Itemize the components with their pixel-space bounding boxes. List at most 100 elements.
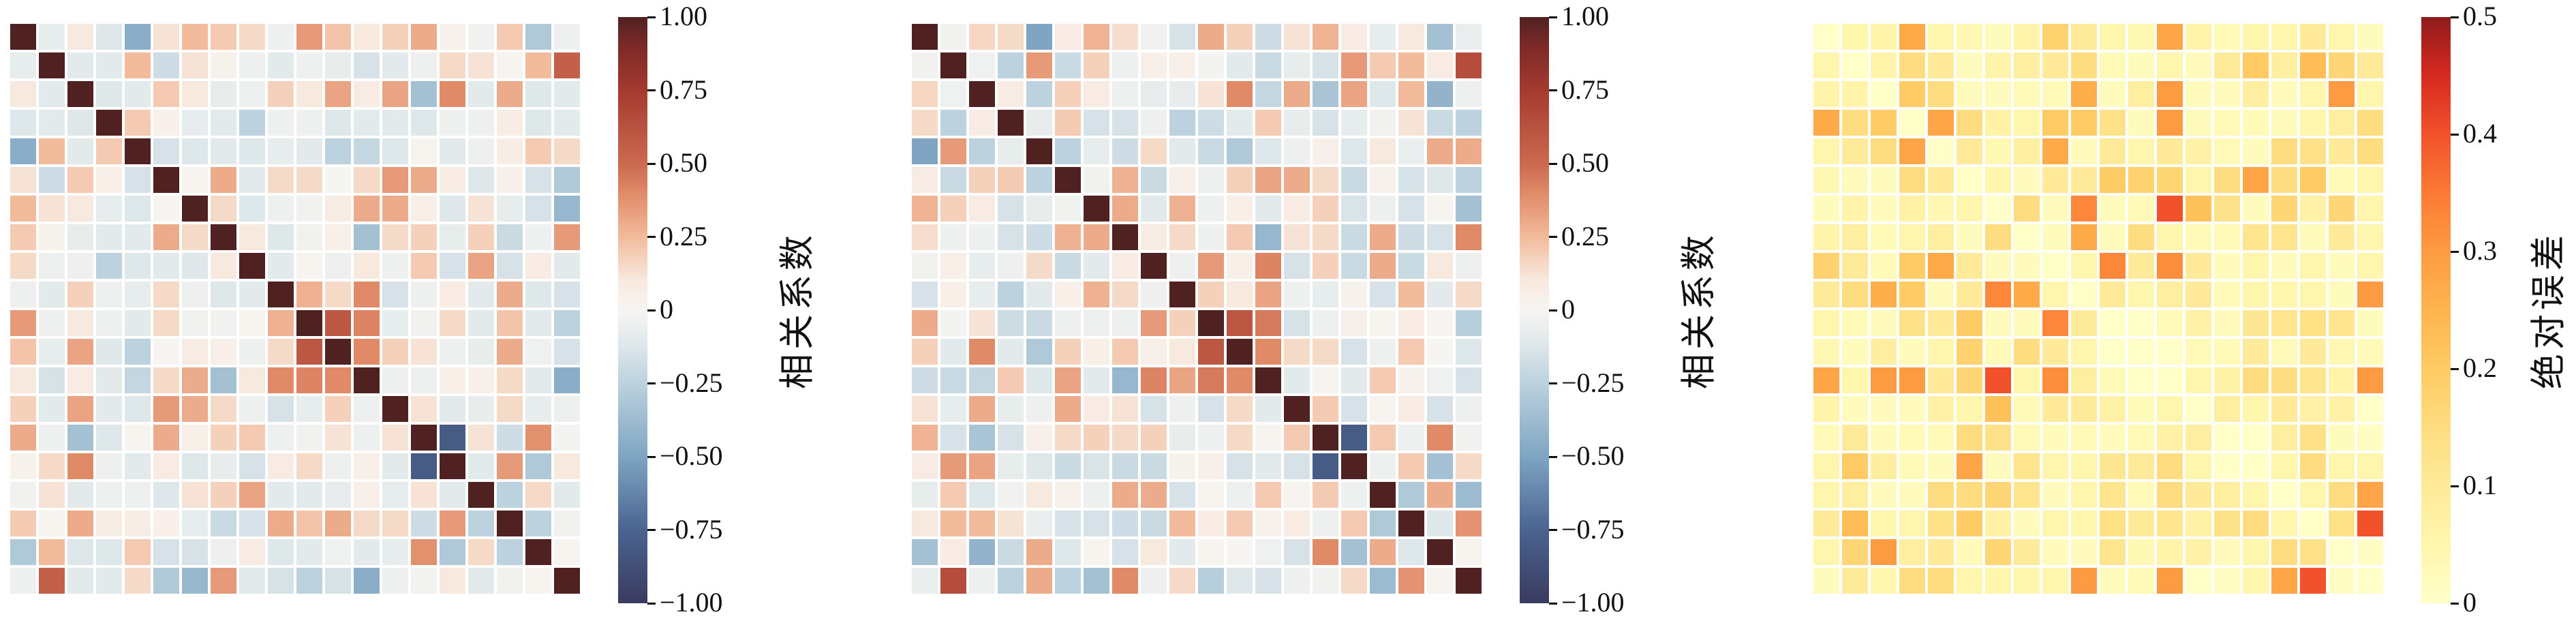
heatmap-cell	[2184, 223, 2213, 252]
heatmap-cell	[524, 22, 553, 51]
heatmap-cell	[910, 481, 939, 509]
heatmap-cell	[1898, 566, 1927, 595]
heatmap-cell	[996, 395, 1025, 423]
heatmap-cell	[9, 194, 37, 223]
heatmap-cell	[2070, 137, 2098, 166]
heatmap-cell	[152, 566, 181, 595]
heatmap-cell	[467, 108, 495, 137]
heatmap-cell	[1955, 108, 1984, 137]
heatmap-cell	[1927, 51, 1955, 80]
heatmap-cell	[1311, 223, 1340, 252]
heatmap-cell	[1984, 452, 2012, 481]
heatmap-cell	[352, 80, 381, 108]
colorbar-tick-label: −0.25	[660, 367, 723, 398]
heatmap-cell	[1869, 280, 1898, 309]
heatmap-cell	[939, 423, 968, 452]
heatmap-cell	[910, 80, 939, 108]
heatmap-cell	[9, 481, 37, 509]
heatmap-cell	[381, 51, 410, 80]
heatmap-cell	[1397, 509, 1426, 538]
heatmap-cell	[295, 309, 324, 337]
heatmap-cell	[438, 51, 467, 80]
heatmap-cell	[553, 337, 581, 366]
heatmap-cell	[2012, 566, 2041, 595]
heatmap-cell	[1869, 538, 1898, 566]
heatmap-cell	[238, 280, 266, 309]
heatmap-cell	[1197, 194, 1225, 223]
heatmap-cell	[2327, 22, 2356, 51]
heatmap-cell	[2070, 366, 2098, 395]
heatmap-cell	[524, 80, 553, 108]
heatmap-cell	[2098, 51, 2127, 80]
heatmap-cell	[553, 309, 581, 337]
heatmap-cell	[1927, 481, 1955, 509]
heatmap-cell	[1368, 194, 1397, 223]
heatmap-cell	[1283, 51, 1311, 80]
heatmap-cell	[1311, 108, 1340, 137]
heatmap-cell	[1841, 137, 1869, 166]
heatmap-cell	[1812, 108, 1841, 137]
heatmap-cell	[939, 395, 968, 423]
heatmap-cell	[1283, 194, 1311, 223]
heatmap-cell	[1111, 337, 1139, 366]
heatmap-cell	[1841, 309, 1869, 337]
heatmap-cell	[1898, 22, 1927, 51]
heatmap-cell	[209, 280, 238, 309]
heatmap-cell	[1340, 280, 1368, 309]
heatmap-cell	[2041, 538, 2070, 566]
heatmap-cell	[1168, 137, 1197, 166]
heatmap-cell	[1397, 223, 1426, 252]
heatmap-cell	[2184, 337, 2213, 366]
heatmap-cell	[238, 566, 266, 595]
heatmap-cell	[352, 194, 381, 223]
heatmap-cell	[467, 395, 495, 423]
heatmap-cell	[181, 395, 209, 423]
colorbar-tick-mark	[2451, 133, 2459, 136]
heatmap-cell	[1869, 395, 1898, 423]
heatmap-cell	[438, 395, 467, 423]
heatmap-cell	[95, 337, 123, 366]
heatmap-cell	[295, 166, 324, 194]
heatmap-cell	[2184, 51, 2213, 80]
heatmap-cell	[2356, 337, 2385, 366]
heatmap-cell	[2041, 395, 2070, 423]
heatmap-cell	[1454, 137, 1483, 166]
heatmap-cell	[181, 337, 209, 366]
heatmap-cell	[181, 481, 209, 509]
colorbar-tick-label: −0.50	[660, 440, 723, 472]
heatmap-cell	[1082, 166, 1111, 194]
heatmap-cell	[1168, 452, 1197, 481]
heatmap-cell	[524, 481, 553, 509]
heatmap-cell	[266, 395, 295, 423]
heatmap-cell	[2184, 366, 2213, 395]
heatmap-cell	[2270, 538, 2299, 566]
colorbar-tick-label: 0.50	[1561, 147, 1609, 179]
heatmap-cell	[381, 137, 410, 166]
heatmap-cell	[1111, 51, 1139, 80]
heatmap-cell	[467, 22, 495, 51]
heatmap-cell	[37, 538, 66, 566]
heatmap-cell	[1898, 252, 1927, 280]
heatmap-cell	[324, 194, 352, 223]
heatmap-cell	[1283, 309, 1311, 337]
heatmap-cell	[1869, 309, 1898, 337]
heatmap-cell	[2070, 481, 2098, 509]
heatmap-cell	[1254, 509, 1283, 538]
heatmap-cell	[1340, 166, 1368, 194]
heatmap-cell	[2299, 337, 2327, 366]
heatmap-cell	[2041, 22, 2070, 51]
heatmap-cell	[1311, 481, 1340, 509]
heatmap-cell	[66, 51, 95, 80]
heatmap-cell	[352, 108, 381, 137]
heatmap-cell	[2098, 366, 2127, 395]
heatmap-cell	[2241, 108, 2270, 137]
heatmap-cell	[238, 366, 266, 395]
heatmap-cell	[1841, 166, 1869, 194]
heatmap-cell	[2356, 22, 2385, 51]
heatmap-cell	[2184, 80, 2213, 108]
heatmap-cell	[324, 80, 352, 108]
heatmap-cell	[9, 166, 37, 194]
heatmap-cell	[1454, 366, 1483, 395]
heatmap-cell	[2299, 51, 2327, 80]
heatmap-cell	[1054, 194, 1082, 223]
